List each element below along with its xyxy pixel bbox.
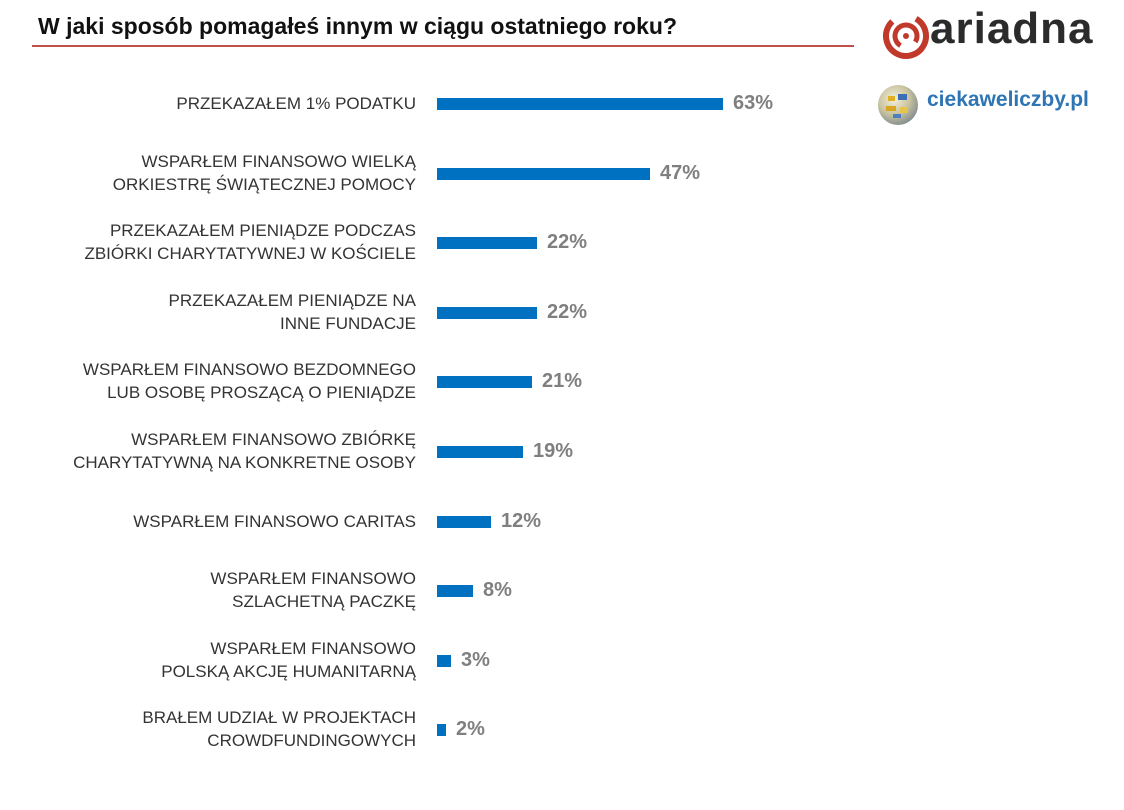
bar — [437, 98, 723, 110]
value-label: 22% — [547, 301, 588, 323]
value-label: 22% — [547, 231, 588, 253]
value-label: 3% — [461, 649, 490, 671]
page-title: W jaki sposób pomagałeś innym w ciągu os… — [38, 13, 677, 39]
value-label: 12% — [501, 510, 542, 532]
category-label: WSPARŁEM FINANSOWO BEZDOMNEGO LUB OSOBĘ P… — [16, 358, 416, 404]
category-label-line: WSPARŁEM FINANSOWO WIELKĄ — [141, 152, 416, 171]
title-underline — [32, 45, 854, 47]
value-label: 2% — [456, 718, 485, 740]
category-label: WSPARŁEM FINANSOWO POLSKĄ AKCJĘ HUMANITAR… — [16, 637, 416, 683]
category-label-line: POLSKĄ AKCJĘ HUMANITARNĄ — [161, 662, 416, 681]
ariadna-logo-icon — [883, 13, 929, 59]
category-label-line: CROWDFUNDINGOWYCH — [207, 731, 416, 750]
bar — [437, 237, 537, 249]
category-label-line: BRAŁEM UDZIAŁ W PROJEKTACH — [142, 708, 416, 727]
bar — [437, 585, 473, 597]
category-label-line: WSPARŁEM FINANSOWO BEZDOMNEGO — [82, 360, 416, 379]
value-label: 47% — [660, 162, 701, 184]
category-label-line: LUB OSOBĘ PROSZĄCĄ O PIENIĄDZE — [107, 383, 416, 402]
category-label: PRZEKAZAŁEM PIENIĄDZE NA INNE FUNDACJE — [16, 289, 417, 335]
site-name: ciekaweliczby.pl — [927, 88, 1089, 111]
value-label: 63% — [733, 92, 774, 114]
category-label: PRZEKAZAŁEM 1% PODATKU — [16, 92, 416, 115]
category-label-line: WSPARŁEM FINANSOWO — [210, 569, 416, 588]
category-label: BRAŁEM UDZIAŁ W PROJEKTACH CROWDFUNDINGOW… — [16, 706, 416, 752]
value-label: 8% — [483, 579, 512, 601]
bar — [437, 376, 532, 388]
category-label-line: PRZEKAZAŁEM 1% PODATKU — [176, 93, 416, 113]
category-label-line: WSPARŁEM FINANSOWO CARITAS — [133, 511, 416, 531]
bar — [437, 307, 537, 319]
bar — [437, 655, 451, 667]
category-label: PRZEKAZAŁEM PIENIĄDZE PODCZAS ZBIÓRKI CHA… — [16, 219, 416, 265]
value-label: 19% — [533, 440, 574, 462]
category-label-line: ZBIÓRKI CHARYTATYWNEJ W KOŚCIELE — [84, 244, 416, 263]
category-label: WSPARŁEM FINANSOWO ZBIÓRKĘ CHARYTATYWNĄ N… — [16, 428, 416, 474]
category-label: WSPARŁEM FINANSOWO SZLACHETNĄ PACZKĘ — [16, 567, 416, 613]
category-label: WSPARŁEM FINANSOWO WIELKĄ ORKIESTRĘ ŚWIĄT… — [16, 150, 416, 196]
bar — [437, 168, 650, 180]
brand-name: ariadna — [930, 4, 1094, 53]
globe-icon — [878, 85, 918, 125]
category-label-line: ORKIESTRĘ ŚWIĄTECZNEJ POMOCY — [112, 175, 416, 194]
category-label-line: WSPARŁEM FINANSOWO ZBIÓRKĘ — [131, 430, 416, 449]
bar — [437, 516, 491, 528]
category-label-line: SZLACHETNĄ PACZKĘ — [232, 592, 416, 611]
category-label-line: PRZEKAZAŁEM PIENIĄDZE NA — [168, 291, 417, 310]
bar — [437, 446, 523, 458]
category-label-line: PRZEKAZAŁEM PIENIĄDZE PODCZAS — [109, 221, 416, 240]
bar — [437, 724, 446, 736]
value-label: 21% — [542, 370, 583, 392]
category-label: WSPARŁEM FINANSOWO CARITAS — [16, 510, 416, 533]
category-label-line: CHARYTATYWNĄ NA KONKRETNE OSOBY — [73, 453, 416, 472]
category-label-line: WSPARŁEM FINANSOWO — [210, 639, 416, 658]
category-label-line: INNE FUNDACJE — [279, 314, 416, 333]
